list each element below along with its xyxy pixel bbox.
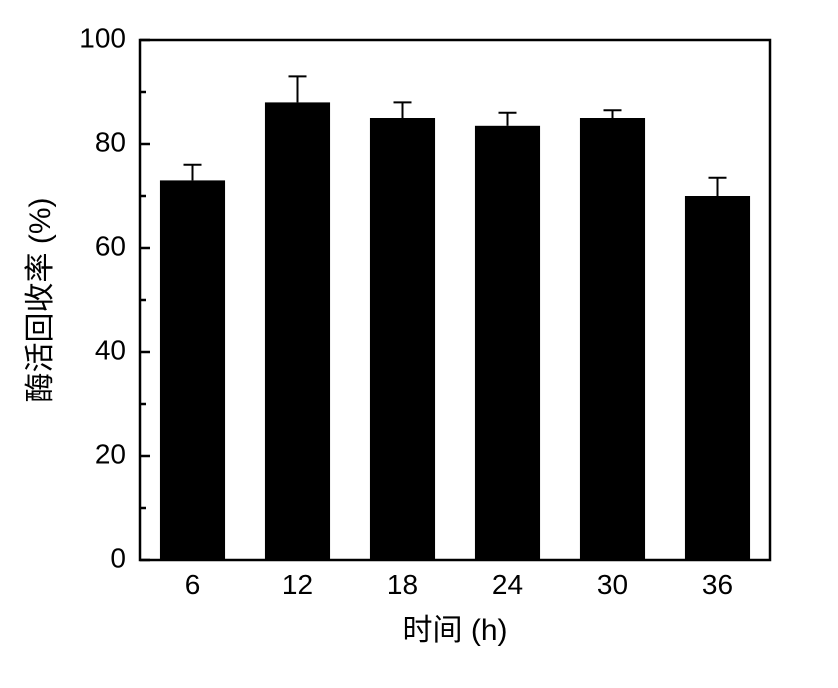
svg-text:30: 30: [597, 569, 628, 600]
svg-text:40: 40: [95, 334, 126, 365]
chart-container: 0 20 40 60 80 100 6 12 18 24 30 36 时间 (h) 酶活回收率 (%): [0, 0, 838, 688]
svg-text:6: 6: [185, 569, 201, 600]
svg-text:80: 80: [95, 126, 126, 157]
svg-text:100: 100: [79, 22, 126, 53]
svg-text:酶活回收率 (%): 酶活回收率 (%): [24, 198, 57, 403]
svg-text:18: 18: [387, 569, 418, 600]
bar-chart: 0 20 40 60 80 100 6 12 18 24 30 36 时间 (h) 酶活回收率 (%): [0, 0, 838, 688]
svg-text:24: 24: [492, 569, 523, 600]
svg-text:20: 20: [95, 438, 126, 469]
svg-text:0: 0: [110, 542, 126, 573]
svg-text:时间 (h): 时间 (h): [403, 614, 508, 647]
svg-text:60: 60: [95, 230, 126, 261]
svg-text:36: 36: [702, 569, 733, 600]
svg-text:12: 12: [282, 569, 313, 600]
